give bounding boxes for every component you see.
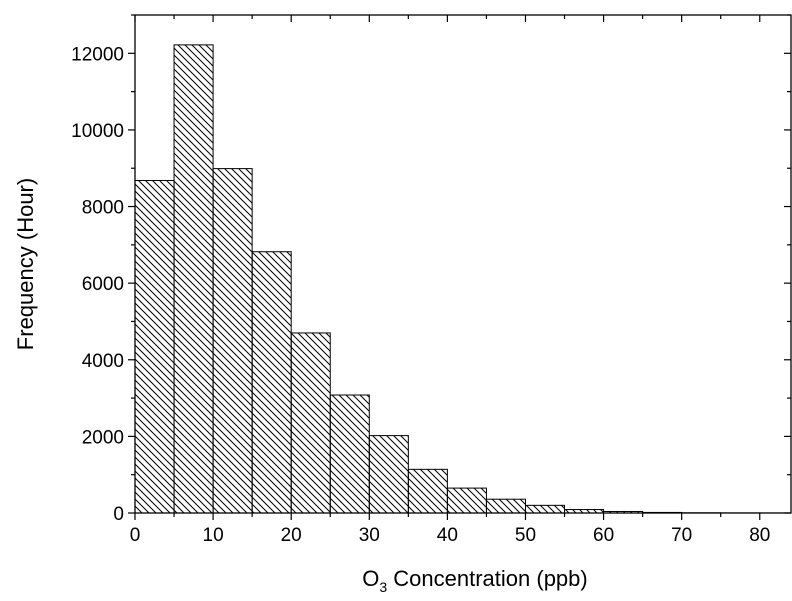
x-tick-label: 70 (671, 525, 692, 546)
histogram-bar (407, 468, 448, 514)
histogram-bar (212, 168, 253, 514)
x-axis-label-subscript: 3 (379, 579, 387, 595)
y-axis-label: Frequency (Hour) (13, 178, 38, 350)
x-tick-label: 80 (749, 525, 770, 546)
x-tick-label: 40 (437, 525, 458, 546)
x-axis-label: O3 Concentration (ppb) (362, 566, 587, 595)
y-tick-label: 0 (113, 504, 124, 525)
x-tick-label: 30 (359, 525, 380, 546)
x-tick-label: 10 (203, 525, 224, 546)
histogram-bar (446, 487, 487, 514)
histogram-bar (329, 394, 370, 514)
bars-group (134, 44, 792, 514)
x-axis-label-main: O (362, 566, 379, 591)
x-tick-label: 60 (593, 525, 614, 546)
histogram-bar (251, 251, 292, 514)
histogram-bar (485, 498, 526, 514)
y-tick-label: 4000 (82, 351, 124, 372)
y-tick-label: 6000 (82, 274, 124, 295)
y-tick-label: 12000 (71, 44, 124, 65)
histogram-bar (134, 179, 175, 514)
histogram-bar (368, 435, 409, 514)
x-tick-label: 20 (281, 525, 302, 546)
x-tick-label: 0 (130, 525, 141, 546)
x-axis-label-rest: Concentration (ppb) (387, 566, 588, 591)
tick-labels-group: 0 10 20 30 40 50 60 70 80 0 2000 4000 6000 8000 10000 1… (71, 44, 770, 546)
plot-frame (134, 14, 792, 514)
y-tick-label: 8000 (82, 198, 124, 219)
y-tick-label: 2000 (82, 427, 124, 448)
histogram-bar (173, 44, 214, 514)
histogram-bar (290, 332, 331, 514)
histogram-bar (524, 504, 566, 514)
x-tick-label: 50 (515, 525, 536, 546)
y-tick-label: 10000 (71, 121, 124, 142)
